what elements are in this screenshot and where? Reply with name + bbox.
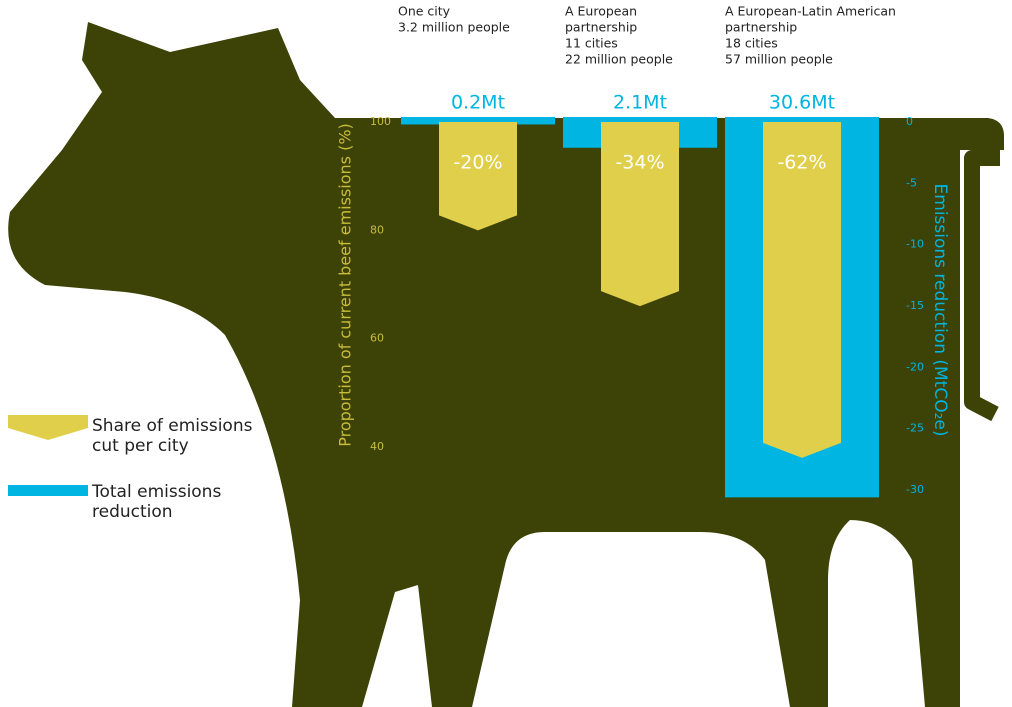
y-tick-label: 40 [370,440,384,453]
category-label: 11 cities [565,36,618,51]
category-label: A European-Latin American [725,4,896,19]
y-tick-label: 60 [370,332,384,345]
category-label: partnership [565,20,637,35]
legend-label: Share of emissions cut per city [92,416,253,456]
legend-swatch [8,485,88,496]
category-label: 3.2 million people [398,20,510,35]
category-label: 22 million people [565,52,673,67]
arrow-bar [601,122,679,307]
y2-tick-label: 0 [906,115,913,128]
category-label: 18 cities [725,36,778,51]
y-axis-title: Proportion of current beef emissions (%) [336,123,355,447]
y-tick-label: 80 [370,223,384,236]
arrow-bar [763,122,841,458]
bar [401,117,555,125]
value-label: -62% [777,152,826,174]
cow-tail [964,150,1000,422]
arrow-bar [439,122,517,231]
y2-tick-label: -30 [906,483,924,496]
y2-tick-label: -10 [906,238,924,251]
value-label: 0.2Mt [451,92,505,114]
y2-tick-label: -15 [906,299,924,312]
category-label: partnership [725,20,797,35]
legend-label: Total emissions reduction [92,482,222,522]
category-label: One city [398,4,451,19]
category-label: 57 million people [725,52,833,67]
value-label: 30.6Mt [769,92,835,114]
y2-axis-title: Emissions reduction (MtCO₂e) [930,184,950,437]
value-label: -34% [615,152,664,174]
y2-tick-label: -20 [906,360,924,373]
y2-tick-label: -25 [906,422,924,435]
y-tick-label: 100 [370,115,391,128]
category-label: A European [565,4,637,19]
value-label: -20% [453,152,502,174]
y2-tick-label: -5 [906,176,917,189]
legend-swatch [8,415,88,440]
value-label: 2.1Mt [613,92,667,114]
